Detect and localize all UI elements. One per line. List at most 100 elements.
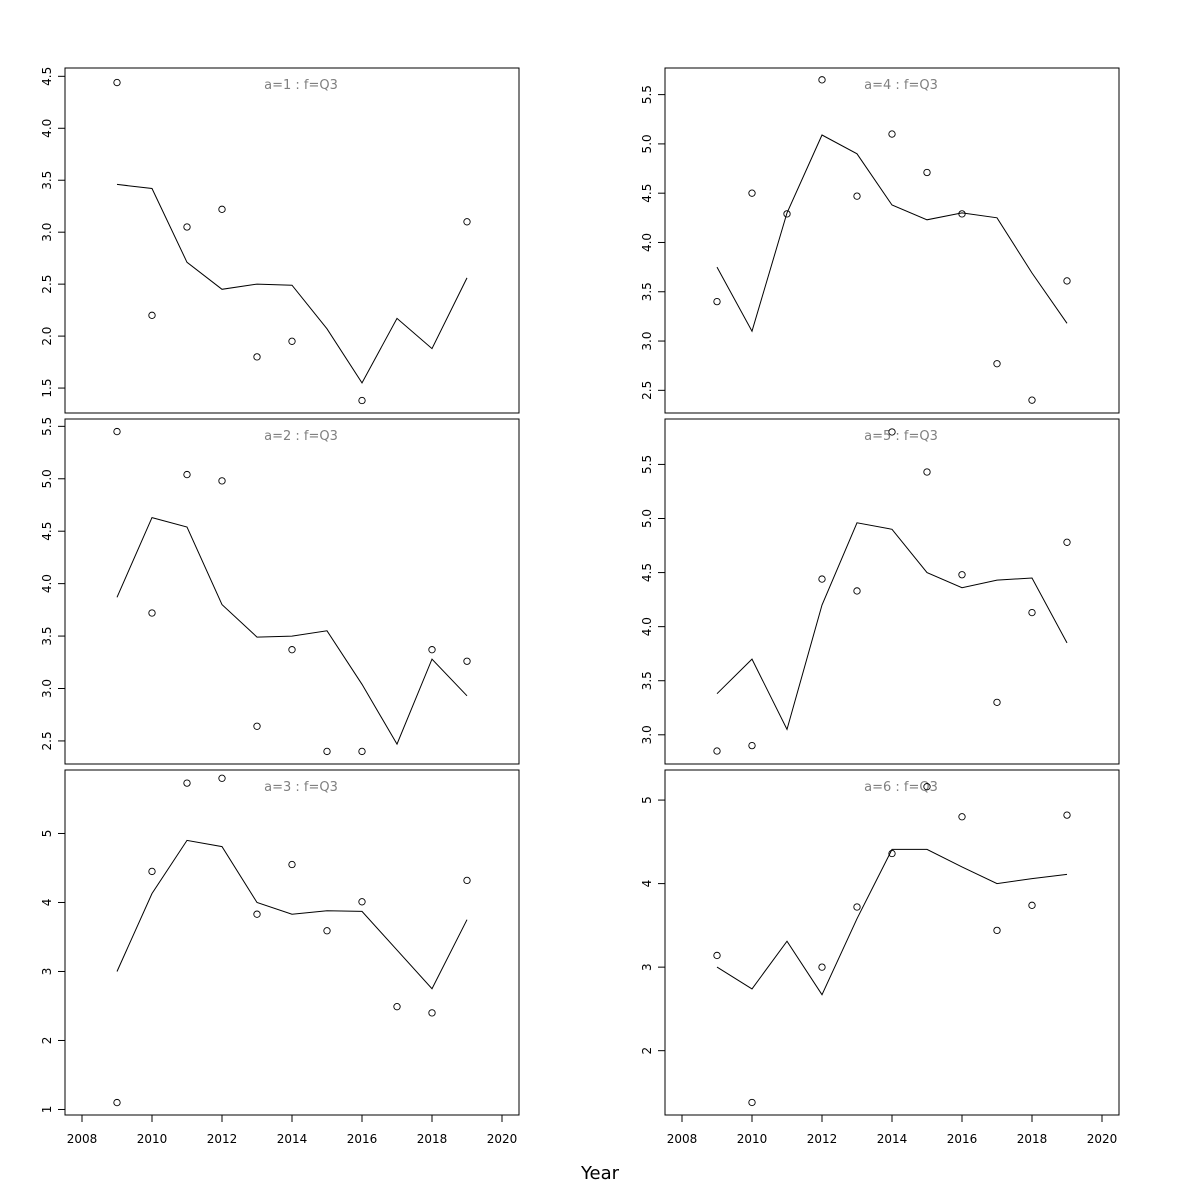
data-point (183, 223, 191, 231)
data-point (358, 747, 366, 756)
y-tick-label: 5 (640, 796, 654, 804)
data-point (853, 903, 861, 911)
panel-label: a=5 : f=Q3 (864, 429, 938, 444)
panel-1: 1.5 2.0 2.5 3.0 3.5 4.0 4.5 a=1 : f=Q3 (40, 67, 520, 414)
y-tick-label: 4 (40, 899, 54, 907)
y-tick-label: 4.5 (640, 184, 654, 203)
data-point (1063, 538, 1071, 546)
panel-frame (664, 67, 1120, 414)
panel-3: 1 2 3 4 5 a=3 : f=Q3 (40, 769, 520, 1116)
data-point (923, 783, 931, 791)
data-point (958, 813, 966, 821)
y-tick-label: 3 (40, 968, 54, 976)
y-tick-label: 4.5 (40, 522, 54, 541)
panel-5: 3.0 3.5 4.0 4.5 5.0 5.5 a=5 : f=Q3 (640, 418, 1120, 765)
data-point (148, 867, 156, 876)
x-axis-title: Year (580, 1163, 620, 1184)
data-point (993, 698, 1001, 707)
data-point (818, 575, 826, 583)
y-tick-label: 3.5 (640, 282, 654, 301)
y-tick-label: 5.5 (640, 85, 654, 104)
data-point (958, 210, 966, 218)
chart-panels: 1.5 2.0 2.5 3.0 3.5 4.0 4.5 a=1 : f=Q3 2.5 3.0 3.5… (40, 67, 1120, 1116)
x-tick-label: 2010 (737, 1132, 768, 1146)
data-point (1028, 396, 1036, 404)
panel-4: 2.5 3.0 3.5 4.0 4.5 5.0 5.5 a=4 : f=Q3 (640, 67, 1120, 414)
panel-frame (64, 67, 520, 414)
y-tick-label: 3 (640, 963, 654, 971)
data-point (253, 722, 261, 730)
data-point (1028, 901, 1036, 909)
panel-frame (64, 769, 520, 1116)
data-point (463, 876, 471, 885)
series-line (116, 517, 468, 746)
data-point (113, 427, 121, 436)
data-point (748, 1098, 756, 1107)
x-tick-label: 2020 (1087, 1132, 1118, 1146)
data-point (888, 428, 896, 436)
data-point (218, 477, 226, 485)
x-tick-label: 2014 (277, 1132, 308, 1146)
y-tick-label: 3.5 (640, 671, 654, 690)
x-axis-col-2: 2008 2010 2012 2014 2016 2018 2020 (667, 1114, 1118, 1146)
data-point (713, 951, 721, 960)
data-point (183, 470, 191, 479)
y-tick-label: 4 (640, 880, 654, 888)
y-tick-label: 1 (40, 1106, 54, 1114)
data-point (748, 189, 756, 197)
data-point (888, 849, 896, 858)
data-point (1063, 277, 1071, 285)
y-tick-label: 3.0 (40, 679, 54, 698)
x-tick-label: 2016 (947, 1132, 978, 1146)
x-tick-label: 2008 (667, 1132, 698, 1146)
y-tick-label: 2 (40, 1037, 54, 1045)
x-tick-label: 2008 (67, 1132, 98, 1146)
data-point (113, 78, 121, 87)
y-tick-label: 2 (640, 1047, 654, 1055)
data-point (1028, 608, 1036, 617)
x-tick-label: 2016 (347, 1132, 378, 1146)
y-tick-label: 2.5 (40, 275, 54, 294)
panel-2: 2.5 3.0 3.5 4.0 4.5 5.0 5.5 a=2 : f=Q3 (40, 417, 520, 765)
data-point (853, 587, 861, 595)
data-point (888, 130, 896, 138)
data-point (288, 860, 296, 869)
y-tick-label: 4.5 (640, 563, 654, 582)
data-point (923, 168, 931, 177)
data-point (148, 311, 156, 319)
y-tick-label: 4.0 (40, 574, 54, 593)
data-point (993, 926, 1001, 935)
data-point (358, 898, 366, 906)
data-point (993, 360, 1001, 368)
panel-label: a=6 : f=Q3 (864, 780, 938, 795)
x-axes: 2008 2010 2012 2014 2016 2018 2020 2008 2010 2012… (67, 1114, 1118, 1146)
panel-label: a=3 : f=Q3 (264, 780, 338, 795)
y-tick-label: 4.0 (640, 617, 654, 636)
panel-frame (664, 418, 1120, 765)
data-point (323, 927, 331, 935)
y-tick-label: 2.5 (40, 731, 54, 750)
x-axis-col-1: 2008 2010 2012 2014 2016 2018 2020 (67, 1114, 517, 1146)
panel-label: a=4 : f=Q3 (864, 78, 938, 93)
x-tick-label: 2012 (807, 1132, 838, 1146)
y-tick-label: 5.5 (640, 455, 654, 474)
data-point (253, 353, 261, 361)
data-point (1063, 811, 1071, 819)
panel-label: a=1 : f=Q3 (264, 78, 338, 93)
data-point (713, 747, 721, 755)
series-line (716, 848, 1068, 996)
panel-frame (664, 769, 1120, 1116)
data-point (463, 218, 471, 226)
data-point (818, 76, 826, 84)
data-point (463, 657, 471, 665)
y-tick-label: 4.0 (640, 233, 654, 252)
y-tick-label: 5.0 (640, 134, 654, 153)
y-tick-label: 4.5 (40, 67, 54, 86)
y-tick-label: 3.5 (40, 171, 54, 190)
data-point (428, 646, 436, 654)
data-point (853, 192, 861, 200)
data-point (288, 337, 296, 345)
x-tick-label: 2014 (877, 1132, 908, 1146)
data-point (923, 468, 931, 476)
